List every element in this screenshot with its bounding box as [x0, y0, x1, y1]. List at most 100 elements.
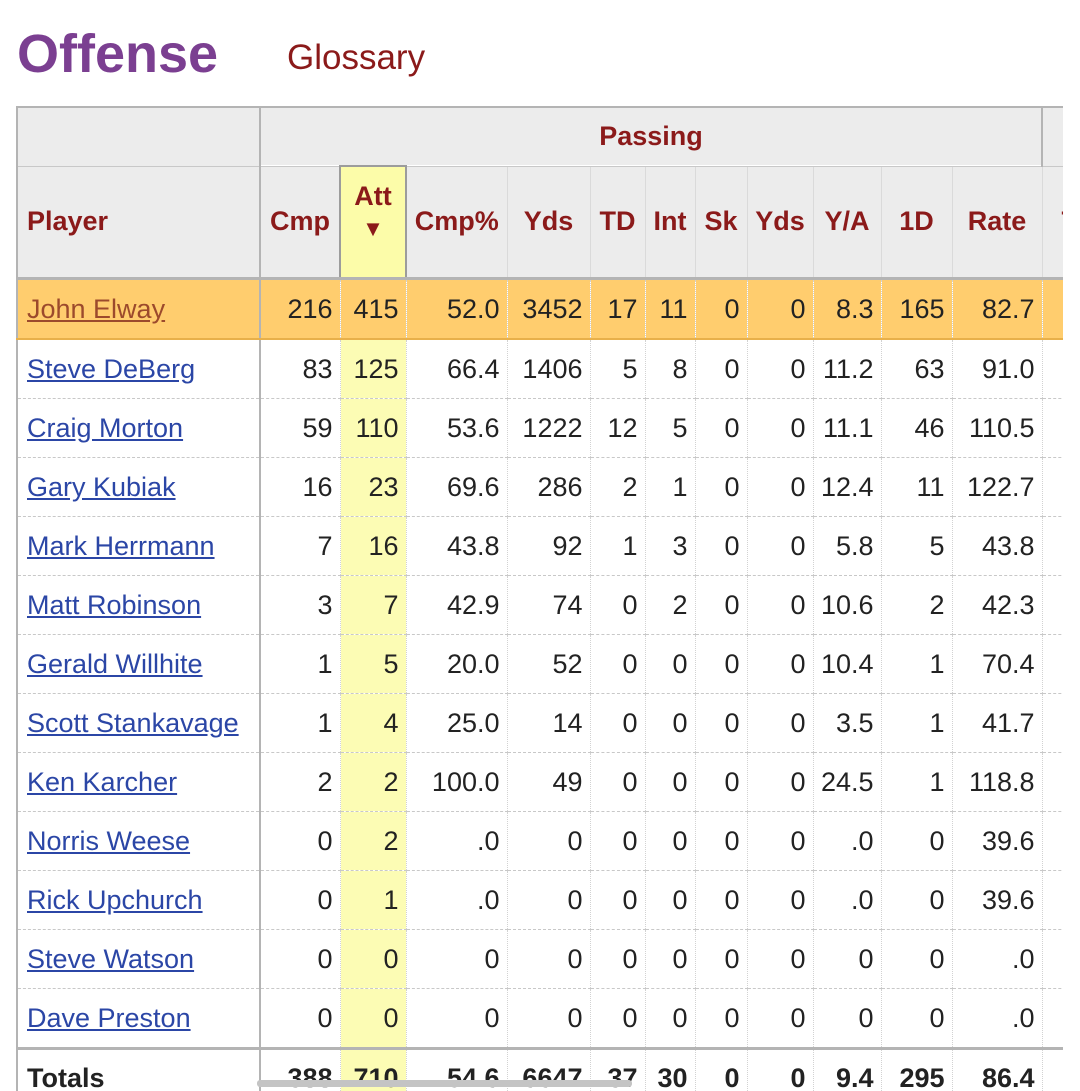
- column-header-att[interactable]: Att ▼: [339, 165, 407, 280]
- stat-cell-int: 0: [644, 693, 695, 753]
- stat-cell-1d: 0: [880, 870, 952, 930]
- stat-cell-yds: 14: [506, 693, 590, 753]
- player-link[interactable]: Gary Kubiak: [27, 471, 176, 502]
- stat-cell-rate: .0: [951, 988, 1043, 1049]
- player-link[interactable]: John Elway: [27, 293, 166, 324]
- player-link[interactable]: Rick Upchurch: [27, 884, 203, 915]
- table-row: Matt Robinson 3 7 42.9 74 0 2 0 0 10.6 2 42.3: [16, 575, 1063, 635]
- stat-cell-1d: 0: [880, 929, 952, 989]
- stat-cell-att: 1: [339, 870, 406, 930]
- column-header-cmp-pct[interactable]: Cmp%: [405, 166, 507, 280]
- column-header-cmp[interactable]: Cmp: [259, 166, 340, 280]
- column-header-y-a[interactable]: Y/A: [812, 166, 881, 280]
- stat-cell-int: 3: [644, 516, 695, 576]
- stat-cell-t: [1041, 457, 1063, 517]
- stat-cell-cmp-pct: 43.8: [405, 516, 507, 576]
- player-link[interactable]: Mark Herrmann: [27, 530, 215, 561]
- stat-cell-rate: 39.6: [951, 870, 1043, 930]
- stat-cell-cmp: 7: [259, 516, 340, 576]
- stat-cell-y-a: 0: [812, 929, 881, 989]
- stat-cell-yds: 0: [746, 634, 813, 694]
- player-link[interactable]: Steve DeBerg: [27, 353, 196, 384]
- column-header-label: Yds: [755, 206, 805, 237]
- stat-cell-yds: 0: [746, 929, 813, 989]
- stat-cell-rate: 91.0: [951, 339, 1043, 399]
- stat-cell-int: 0: [644, 870, 695, 930]
- player-link[interactable]: Ken Karcher: [27, 766, 178, 797]
- column-header-yds-sacked[interactable]: Yds: [746, 166, 813, 280]
- stat-cell-t: [1041, 634, 1063, 694]
- column-header-label: 1D: [899, 206, 934, 237]
- table-row: Craig Morton 59 110 53.6 1222 12 5 0 0 11.1 46 110.…: [16, 398, 1063, 458]
- stat-cell-sk: 0: [694, 457, 747, 517]
- player-link[interactable]: Gerald Willhite: [27, 648, 203, 679]
- stat-cell-sk: 0: [694, 575, 747, 635]
- passing-table-container[interactable]: Passing Player Cmp Att ▼ Cmp% Yds TD Int Sk Yds Y…: [16, 106, 1063, 1091]
- stat-cell-cmp-pct: 66.4: [405, 339, 507, 399]
- stat-cell-y-a: .0: [812, 870, 881, 930]
- stat-cell-int: 2: [644, 575, 695, 635]
- player-link[interactable]: Dave Preston: [27, 1002, 191, 1033]
- stat-cell-yds: 3452: [506, 278, 590, 340]
- column-header-yds[interactable]: Yds: [506, 166, 590, 280]
- stat-cell-yds: 74: [506, 575, 590, 635]
- player-cell: Gerald Willhite: [16, 634, 261, 694]
- stat-cell-y-a: 10.4: [812, 634, 881, 694]
- stat-cell-y-a: 24.5: [812, 752, 881, 812]
- stat-cell-att: 2: [339, 811, 406, 871]
- column-header-player[interactable]: Player: [16, 166, 261, 280]
- column-header-1d[interactable]: 1D: [880, 166, 952, 280]
- stat-cell-att: 23: [339, 457, 406, 517]
- stat-cell-t: 7: [1041, 929, 1063, 989]
- column-header-int[interactable]: Int: [644, 166, 695, 280]
- table-row: Rick Upchurch 0 1.0 0 0 0 0 0.0 0 39.6: [16, 870, 1063, 930]
- stat-cell-t: [1041, 870, 1063, 930]
- player-cell: Rick Upchurch: [16, 870, 261, 930]
- player-link[interactable]: Steve Watson: [27, 943, 195, 974]
- stat-cell-y-a: 5.8: [812, 516, 881, 576]
- stat-cell-rate: 39.6: [951, 811, 1043, 871]
- stat-cell-cmp: 0: [259, 929, 340, 989]
- glossary-link[interactable]: Glossary: [287, 38, 426, 77]
- stat-cell-sk: 0: [694, 693, 747, 753]
- stat-cell-t: [1041, 278, 1063, 340]
- stat-cell-sk: 0: [694, 516, 747, 576]
- table-row: Ken Karcher 2 2 100.0 49 0 0 0 0 24.5 1 118.8: [16, 752, 1063, 812]
- stat-cell-yds: 0: [746, 575, 813, 635]
- stat-cell-sk: 0: [694, 988, 747, 1049]
- stat-cell-int: 0: [644, 634, 695, 694]
- column-header-sk[interactable]: Sk: [694, 166, 747, 280]
- stat-cell-cmp-pct: 42.9: [405, 575, 507, 635]
- stat-cell-att: 2: [339, 752, 406, 812]
- stat-cell-cmp: 3: [259, 575, 340, 635]
- column-header-t[interactable]: T: [1041, 166, 1063, 280]
- player-link[interactable]: Norris Weese: [27, 825, 191, 856]
- stat-cell-td: 5: [589, 339, 645, 399]
- stat-cell-1d: 165: [880, 278, 952, 340]
- stat-cell-y-a: 11.1: [812, 398, 881, 458]
- stat-cell-td: 12: [589, 398, 645, 458]
- stat-cell-cmp: 0: [259, 870, 340, 930]
- table-row: Steve DeBerg 83 125 66.4 1406 5 8 0 0 11.2 63 91.0: [16, 339, 1063, 399]
- stat-cell-cmp: 59: [259, 398, 340, 458]
- stat-cell-t: [1041, 811, 1063, 871]
- column-header-label: Int: [653, 206, 687, 237]
- stat-cell-yds: 0: [746, 693, 813, 753]
- totals-cell-y-a: 9.4: [812, 1047, 881, 1091]
- horizontal-scrollbar[interactable]: [257, 1080, 632, 1087]
- column-header-td[interactable]: TD: [589, 166, 645, 280]
- stat-cell-att: 16: [339, 516, 406, 576]
- player-link[interactable]: Matt Robinson: [27, 589, 202, 620]
- stat-cell-y-a: 8.3: [812, 278, 881, 340]
- player-link[interactable]: Scott Stankavage: [27, 707, 239, 738]
- stat-cell-sk: 0: [694, 929, 747, 989]
- stat-cell-t: [1041, 575, 1063, 635]
- stat-cell-cmp: 1: [259, 634, 340, 694]
- stat-cell-td: 0: [589, 575, 645, 635]
- stat-cell-1d: 5: [880, 516, 952, 576]
- stat-cell-y-a: 3.5: [812, 693, 881, 753]
- stat-cell-yds: 49: [506, 752, 590, 812]
- player-link[interactable]: Craig Morton: [27, 412, 184, 443]
- column-header-rate[interactable]: Rate: [951, 166, 1043, 280]
- player-cell: Scott Stankavage: [16, 693, 261, 753]
